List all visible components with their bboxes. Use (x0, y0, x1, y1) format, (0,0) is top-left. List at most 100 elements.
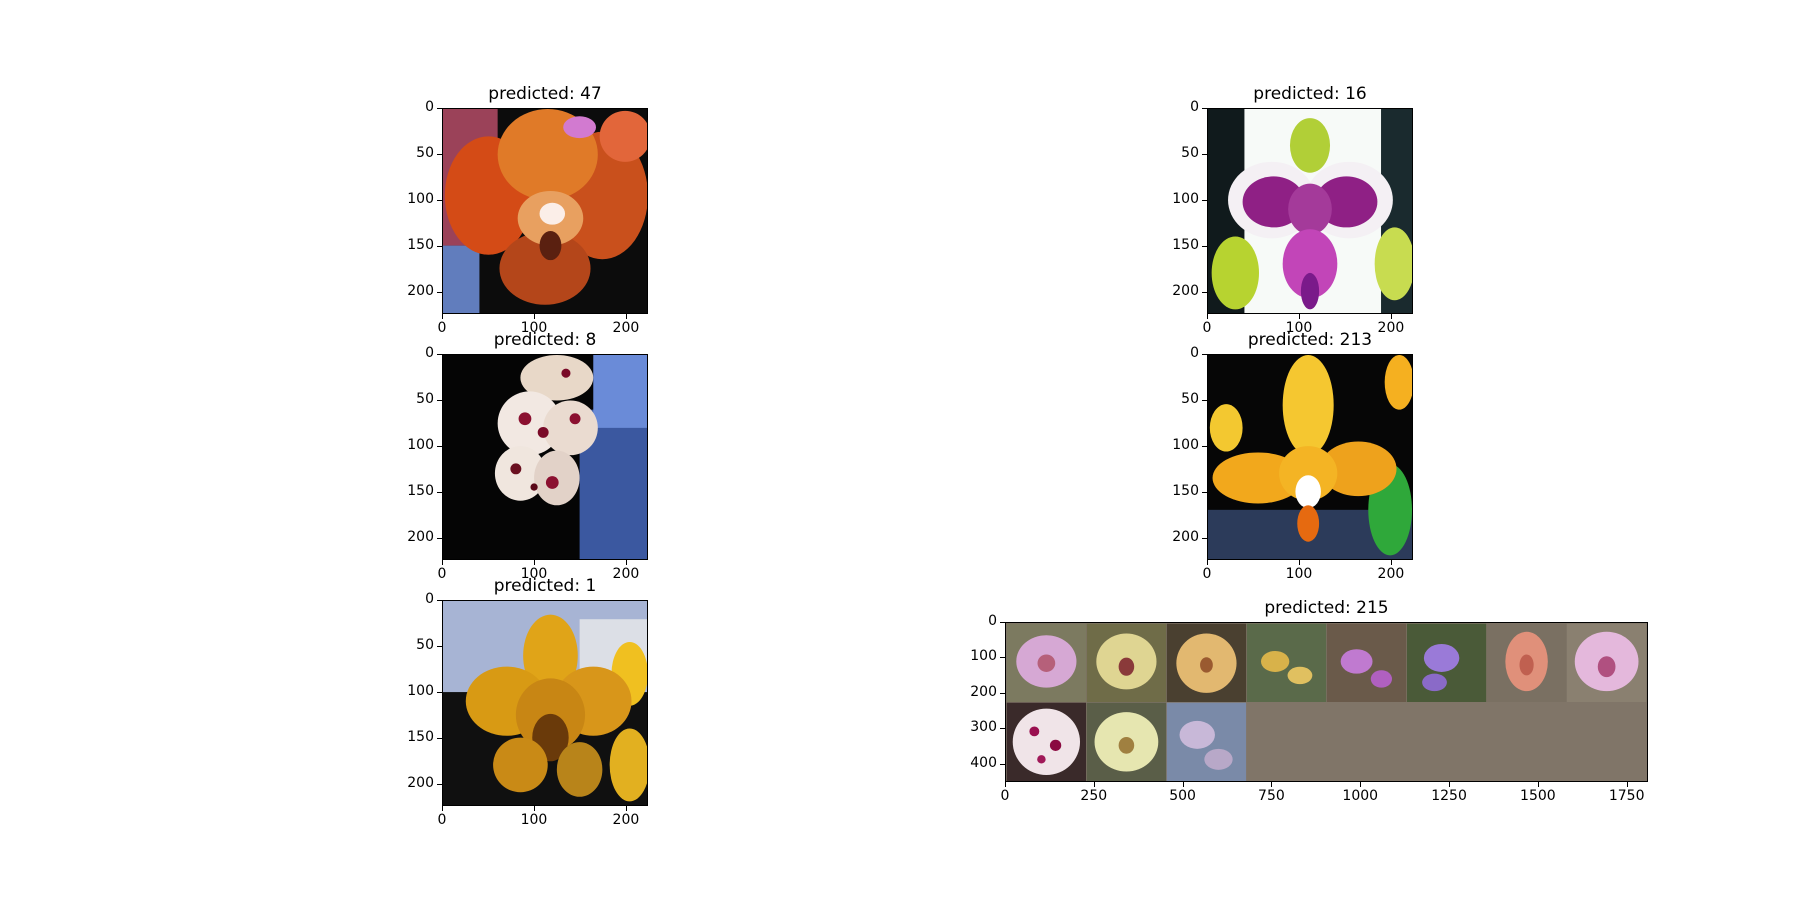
grid-tile (1086, 702, 1167, 781)
panel-title: predicted: 47 (488, 84, 602, 104)
x-tick-label: 100 (520, 320, 548, 336)
grid-tile (1486, 623, 1567, 702)
tick-mark (442, 314, 443, 319)
y-tick-label: 150 (1172, 236, 1199, 253)
orchid-image-2 (1208, 109, 1412, 313)
tick-mark (1202, 199, 1207, 201)
x-tick-label: 200 (612, 566, 640, 582)
y-tick-label: 50 (1181, 390, 1199, 407)
y-tick-label: 100 (407, 190, 434, 207)
tick-mark (437, 737, 442, 739)
y-tick-label: 50 (416, 144, 434, 161)
tick-mark (437, 537, 442, 539)
grid-tile (1006, 623, 1087, 702)
tick-mark (1390, 560, 1392, 565)
x-tick-label: 0 (1000, 788, 1010, 804)
tick-mark (1390, 314, 1392, 319)
tick-mark (437, 199, 442, 201)
grid-tile (1006, 702, 1087, 781)
orchid-image-1 (443, 109, 647, 313)
tick-mark (1202, 108, 1207, 109)
x-tick-label: 200 (1377, 320, 1405, 336)
y-tick-label: 50 (1181, 144, 1199, 161)
orchid-thumbnail-grid (1006, 623, 1647, 781)
y-tick-label: 50 (416, 636, 434, 653)
y-tick-label: 0 (425, 591, 434, 607)
x-tick-label: 1750 (1608, 788, 1645, 804)
tick-mark (1202, 354, 1207, 355)
y-tick-label: 0 (1190, 99, 1199, 115)
x-tick-label: 200 (612, 812, 640, 828)
orchid-image-3 (443, 355, 647, 559)
y-tick-label: 0 (988, 613, 997, 629)
tick-mark (625, 560, 627, 565)
x-tick-label: 100 (1285, 320, 1313, 336)
y-tick-label: 300 (970, 719, 997, 736)
x-tick-label: 100 (1285, 566, 1313, 582)
grid-tile (1406, 623, 1487, 702)
x-tick-label: 1000 (1342, 788, 1379, 804)
tick-mark (1005, 782, 1006, 787)
y-tick-label: 100 (970, 648, 997, 665)
tick-mark (1449, 782, 1451, 787)
image-panel-1 (442, 108, 648, 314)
x-tick-label: 1250 (1431, 788, 1467, 804)
y-tick-label: 0 (425, 345, 434, 361)
tick-mark (625, 806, 627, 811)
y-tick-label: 150 (1172, 482, 1199, 499)
y-tick-label: 400 (970, 754, 997, 771)
tick-mark (437, 245, 442, 247)
image-grid-panel (1005, 622, 1648, 782)
x-tick-label: 0 (437, 320, 447, 336)
tick-mark (1626, 782, 1628, 787)
panel-title: predicted: 215 (1264, 598, 1389, 618)
x-tick-label: 200 (612, 320, 640, 336)
tick-mark (625, 314, 627, 319)
tick-mark (1360, 782, 1362, 787)
y-tick-label: 200 (970, 683, 997, 700)
grid-tile (1166, 702, 1247, 781)
panel-title: predicted: 16 (1253, 84, 1367, 104)
y-tick-label: 100 (1172, 190, 1199, 207)
tick-mark (1182, 782, 1184, 787)
x-tick-label: 1500 (1520, 788, 1556, 804)
tick-mark (437, 399, 442, 401)
y-tick-label: 150 (407, 236, 434, 253)
x-tick-label: 100 (520, 812, 548, 828)
tick-mark (437, 691, 442, 693)
x-tick-label: 0 (1202, 566, 1212, 582)
x-tick-label: 500 (1169, 788, 1196, 804)
x-tick-label: 100 (520, 566, 548, 582)
x-tick-label: 0 (437, 812, 447, 828)
tick-mark (437, 291, 442, 293)
grid-tile (1246, 623, 1327, 702)
tick-mark (1000, 728, 1005, 730)
tick-mark (437, 108, 442, 109)
tick-mark (533, 560, 535, 565)
y-tick-label: 200 (1172, 282, 1199, 299)
y-tick-label: 100 (1172, 436, 1199, 453)
tick-mark (1271, 782, 1273, 787)
x-tick-label: 750 (1258, 788, 1285, 804)
tick-mark (1202, 153, 1207, 155)
tick-mark (1207, 560, 1208, 565)
tick-mark (442, 560, 443, 565)
grid-tile (1326, 623, 1407, 702)
y-tick-label: 150 (407, 482, 434, 499)
tick-mark (1093, 782, 1095, 787)
y-tick-label: 100 (407, 436, 434, 453)
y-tick-label: 50 (416, 390, 434, 407)
image-panel-5 (442, 600, 648, 806)
tick-mark (1202, 245, 1207, 247)
y-tick-label: 200 (1172, 528, 1199, 545)
tick-mark (437, 445, 442, 447)
image-panel-3 (442, 354, 648, 560)
tick-mark (437, 491, 442, 493)
grid-tile (1086, 623, 1167, 702)
tick-mark (1207, 314, 1208, 319)
tick-mark (1202, 291, 1207, 293)
tick-mark (1298, 314, 1300, 319)
panel-title: predicted: 1 (493, 576, 597, 596)
tick-mark (1202, 445, 1207, 447)
panel-title: predicted: 8 (493, 330, 597, 350)
